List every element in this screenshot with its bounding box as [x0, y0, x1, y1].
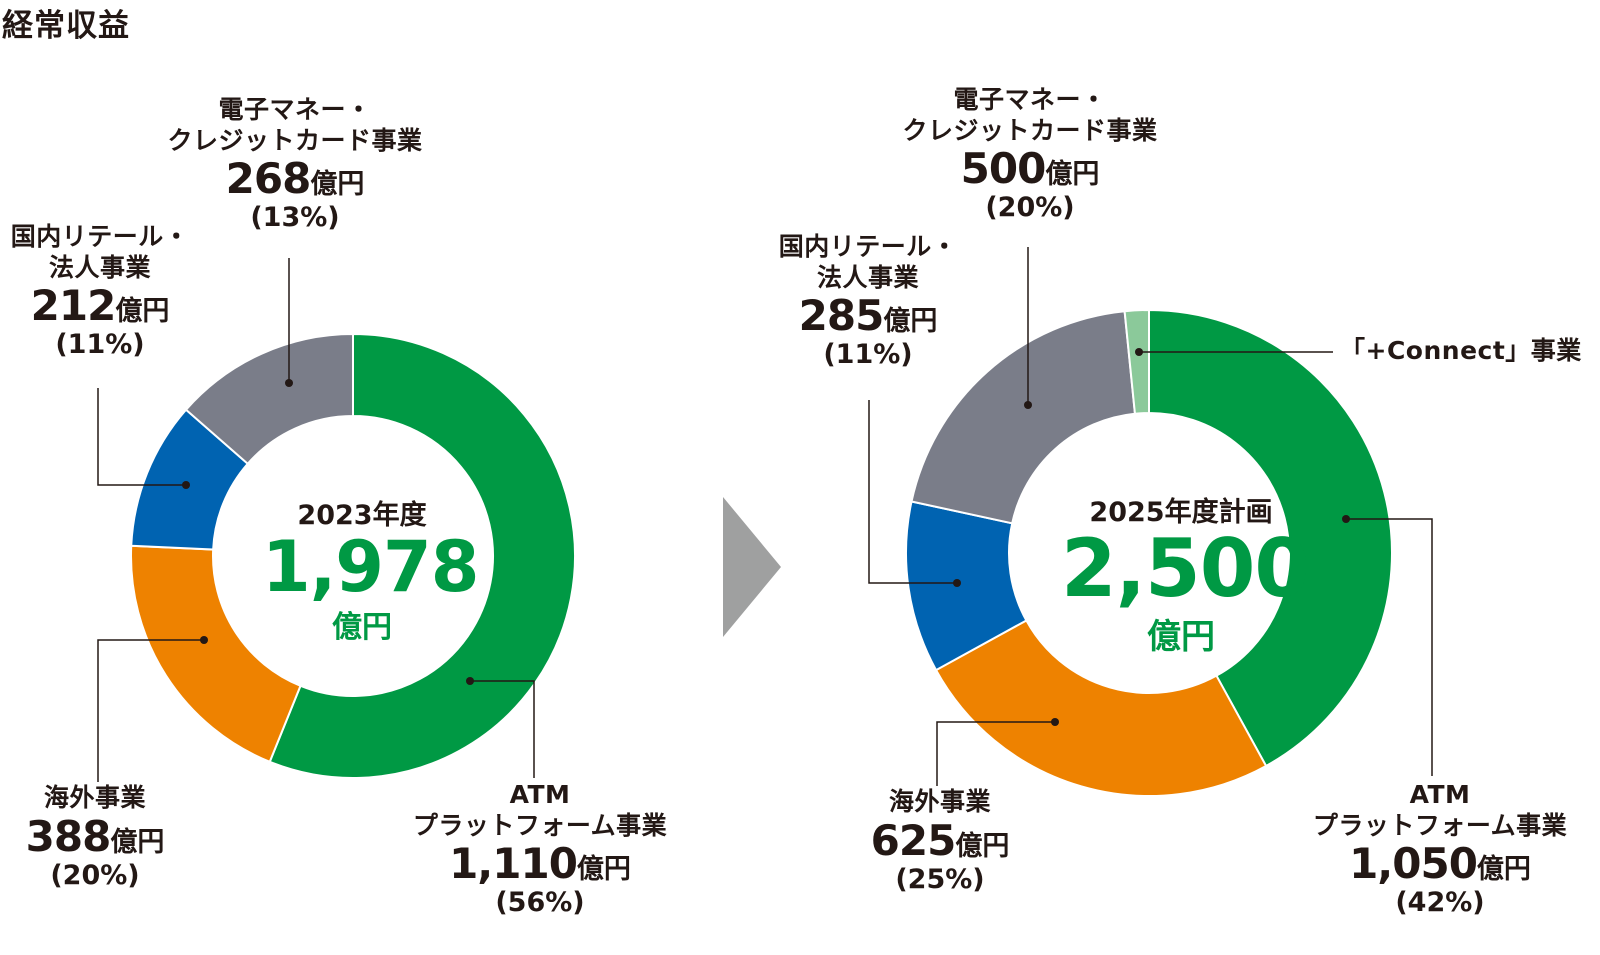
slice-name: 国内リテール・: [10, 222, 190, 251]
label-2025-domestic: 国内リテール・ 法人事業 285億円 (11%): [768, 232, 968, 372]
slice-percent: (20%): [50, 859, 140, 891]
slice-name: 「+Connect」事業: [1340, 336, 1582, 365]
center-year: 2023年度: [297, 500, 427, 531]
leader-lines: [97, 247, 1433, 786]
slice-name: 法人事業: [48, 252, 151, 282]
slice-percent: (11%): [55, 329, 145, 361]
slice-emoney: [184, 332, 354, 466]
slice-value: 212億円: [0, 281, 200, 330]
slice-connect: [1123, 308, 1150, 415]
slice-emoney: [910, 310, 1137, 525]
leader-2023-domestic: [97, 388, 186, 486]
value-number: 212: [30, 281, 117, 330]
page-title: 経常収益: [2, 8, 130, 44]
slice-percent: (56%): [495, 887, 585, 919]
value-unit: 億円: [310, 169, 365, 200]
leader-2025-atm: [1346, 518, 1433, 776]
slice-percent: (42%): [1395, 887, 1485, 919]
center-unit: 億円: [332, 610, 392, 645]
leader-2023-domestic-dot: [182, 481, 190, 489]
leader-2023-emoney-dot: [285, 379, 293, 387]
label-2025-connect: 「+Connect」事業: [1340, 336, 1596, 367]
leader-2025-overseas-dot: [1051, 718, 1059, 726]
leader-2025-atm-dot: [1342, 515, 1350, 523]
slice-name: プラットフォーム事業: [1312, 810, 1568, 840]
slice-value: 1,050億円: [1290, 839, 1590, 888]
leader-2023-overseas-dot: [200, 636, 208, 644]
slice-name: 海外事業: [888, 787, 991, 816]
label-2023-atm: ATM プラットフォーム事業 1,110億円 (56%): [395, 780, 685, 920]
value-number: 1,050: [1349, 839, 1478, 888]
value-number: 285: [798, 291, 885, 340]
slice-percent: (25%): [895, 863, 985, 895]
slice-name: クレジットカード事業: [902, 115, 1158, 145]
label-2025-emoney: 電子マネー・ クレジットカード事業 500億円 (20%): [875, 85, 1185, 225]
arrow-right-icon: [723, 497, 781, 637]
label-2023-overseas: 海外事業 388億円 (20%): [5, 783, 185, 893]
leader-2025-connect-dot: [1135, 348, 1143, 356]
leader-2025-domestic: [868, 400, 957, 584]
slice-name: ATM: [509, 780, 571, 809]
value-unit: 億円: [110, 826, 165, 858]
leader-2025-overseas: [936, 721, 1055, 786]
value-unit: 億円: [955, 830, 1010, 862]
center-total: 2,500: [1061, 522, 1310, 615]
value-number: 388: [25, 811, 112, 861]
center-unit: 億円: [1147, 617, 1215, 657]
label-2023-emoney: 電子マネー・ クレジットカード事業 268億円 (13%): [140, 95, 450, 235]
label-2025-overseas: 海外事業 625億円 (25%): [850, 787, 1030, 897]
label-2023-domestic: 国内リテール・ 法人事業 212億円 (11%): [0, 222, 200, 362]
value-unit: 億円: [1476, 854, 1531, 885]
value-number: 1,110: [449, 839, 578, 888]
donut-2023: [130, 332, 576, 779]
slice-name: 電子マネー・: [218, 95, 372, 124]
value-unit: 億円: [115, 296, 170, 327]
leader-2025-emoney-dot: [1024, 401, 1032, 409]
slice-atm: [268, 332, 576, 779]
leader-2023-overseas: [97, 639, 204, 782]
leader-2023-atm: [470, 680, 535, 778]
slice-percent: (13%): [250, 202, 340, 234]
value-number: 625: [870, 815, 957, 865]
label-2025-atm: ATM プラットフォーム事業 1,050億円 (42%): [1290, 780, 1590, 920]
slice-value: 625億円: [850, 815, 1030, 865]
slice-value: 285億円: [768, 291, 968, 340]
value-number: 500: [960, 144, 1047, 193]
value-unit: 億円: [883, 306, 938, 337]
slice-name: 電子マネー・: [953, 85, 1107, 114]
value-unit: 億円: [1045, 159, 1100, 190]
value-number: 268: [225, 154, 312, 203]
slice-value: 500億円: [875, 144, 1185, 193]
slice-value: 268億円: [140, 154, 450, 203]
slice-name: 国内リテール・: [778, 232, 958, 261]
slice-name: クレジットカード事業: [167, 125, 423, 155]
slice-overseas: [130, 544, 302, 764]
slice-name: ATM: [1409, 780, 1471, 809]
slice-percent: (11%): [823, 339, 913, 371]
slice-overseas: [934, 619, 1268, 797]
slice-value: 388億円: [5, 811, 185, 861]
leader-2023-atm-dot: [466, 677, 474, 685]
center-label-2025: 2025年度計画 2,500 億円: [1061, 490, 1310, 658]
center-label-2023: 2023年度 1,978 億円: [262, 493, 479, 646]
slice-percent: (20%): [985, 192, 1075, 224]
slice-atm: [1148, 308, 1393, 768]
leader-2025-domestic-dot: [953, 579, 961, 587]
donut-2025-plan: [905, 308, 1393, 797]
slice-value: 1,110億円: [395, 839, 685, 888]
value-unit: 億円: [576, 854, 631, 885]
center-year: 2025年度計画: [1089, 497, 1273, 528]
slice-name: 海外事業: [43, 783, 146, 812]
slice-name: 法人事業: [816, 262, 919, 292]
slice-name: プラットフォーム事業: [412, 810, 668, 840]
center-total: 1,978: [262, 526, 479, 608]
